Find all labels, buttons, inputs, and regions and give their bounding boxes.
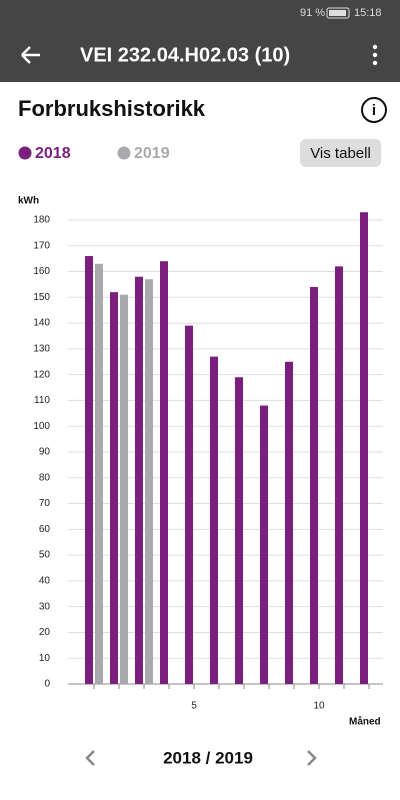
menu-button[interactable] [372,44,378,66]
bar [120,294,128,684]
back-arrow[interactable] [21,46,40,64]
y-tick-label: 110 [34,395,50,406]
menu-dot[interactable] [372,52,378,58]
y-tick-label: 10 [39,653,51,664]
y-tick-label: 130 [33,344,50,355]
legend-swatch[interactable] [18,146,32,160]
bar [235,377,243,684]
bar [285,361,293,684]
bar [95,263,103,684]
bar [135,276,143,684]
y-tick-label: 100 [33,421,50,432]
prev-arrow[interactable] [85,750,95,766]
legend-label[interactable]: 2019 [134,145,170,162]
y-tick-label: 120 [33,369,50,380]
y-tick-label: 140 [33,318,50,329]
y-tick-label: 80 [39,472,51,483]
table-button[interactable] [300,139,381,167]
legend-label[interactable]: 2018 [35,145,71,162]
y-tick-label: 160 [33,266,50,277]
next-arrow[interactable] [307,750,317,766]
y-tick-label: 150 [33,292,50,303]
y-tick-label: 0 [44,679,50,690]
y-tick-label: 50 [39,550,51,561]
x-tick-label: 5 [191,701,197,712]
y-tick-label: 60 [39,524,51,535]
y-tick-label: 70 [39,498,51,509]
y-tick-label: 20 [39,627,51,638]
period-label: 2018 / 2019 [163,748,253,767]
table-button-label[interactable]: Vis tabell [310,145,371,162]
battery-level: 91 % [300,7,325,19]
battery-fill [329,10,346,16]
bar [310,286,318,684]
y-tick-label: 90 [39,447,51,458]
clock: 15:18 [354,7,382,19]
next-button[interactable] [307,750,317,766]
bar [145,279,153,684]
info-glyph[interactable]: i [372,102,376,119]
bar [335,266,343,684]
battery-icon [326,7,350,19]
info-circle[interactable] [361,97,387,123]
legend-swatch[interactable] [117,146,131,160]
y-tick-label: 40 [39,576,51,587]
bar [210,356,218,684]
y-tick-label: 180 [33,215,50,226]
bar [110,292,118,684]
bar [185,325,193,684]
info-button[interactable]: i [361,97,387,123]
y-tick-label: 170 [33,240,50,251]
y-tick-label: 30 [39,601,51,612]
screen-title: VEI 232.04.H02.03 (10) [80,44,290,66]
bar [85,256,93,684]
bar [160,261,168,684]
section-title: Forbrukshistorikk [18,96,206,121]
x-tick-label: 10 [313,701,325,712]
bar [360,212,368,684]
x-axis-label: Måned [349,716,381,728]
bar [260,405,268,684]
back-button[interactable] [21,46,40,64]
prev-button[interactable] [85,750,95,766]
y-axis-label: kWh [18,196,39,207]
menu-dot[interactable] [372,60,378,66]
menu-dot[interactable] [372,44,378,50]
